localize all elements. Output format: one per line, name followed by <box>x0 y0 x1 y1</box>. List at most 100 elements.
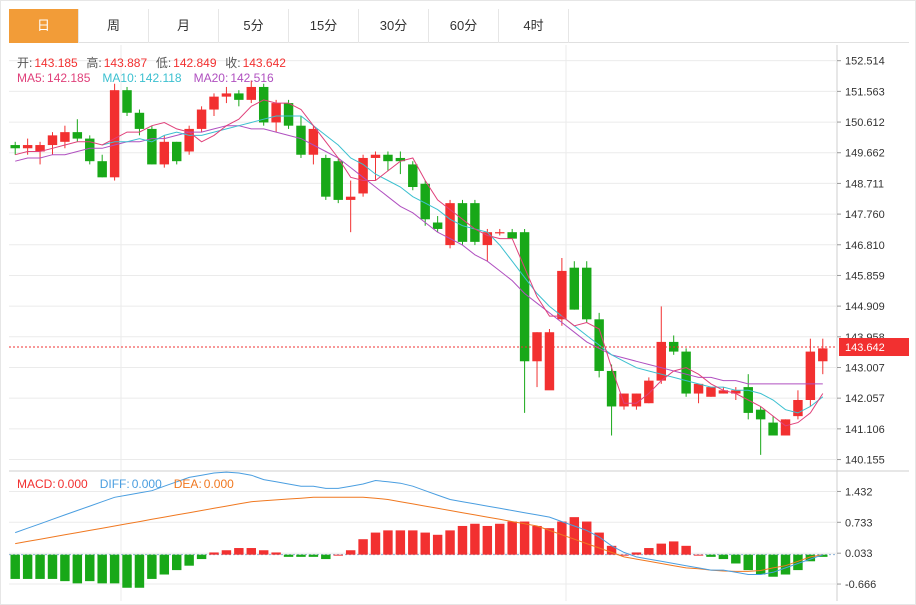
macd-bar-17 <box>221 550 232 555</box>
ytick-label-main-8: 144.909 <box>845 301 885 313</box>
candle-body-57 <box>718 390 729 394</box>
tab-5[interactable]: 30分 <box>359 9 429 43</box>
candle-body-2 <box>35 145 45 152</box>
candle-body-7 <box>97 161 107 178</box>
candle-body-37 <box>470 203 480 242</box>
candle-body-52 <box>656 341 666 381</box>
ma10-value: 142.118 <box>139 71 182 85</box>
candle-body-62 <box>780 419 791 436</box>
candle-body-35 <box>445 203 455 246</box>
candle-body-28 <box>358 157 368 194</box>
candle-body-27 <box>345 196 356 200</box>
macd-bar-64 <box>805 554 816 562</box>
candle-body-44 <box>557 270 567 320</box>
last-price-badge-text: 143.642 <box>845 342 885 354</box>
diff-line <box>15 471 823 575</box>
macd-bar-12 <box>159 554 170 575</box>
candle-body-49 <box>619 393 629 407</box>
macd-bar-37 <box>470 523 480 555</box>
macd-bar-32 <box>408 530 418 555</box>
ma-legend: MA5: 142.185 MA10: 142.118 MA20: 142.516 <box>17 71 276 85</box>
dea-line <box>15 496 823 572</box>
tab-6[interactable]: 60分 <box>429 9 499 43</box>
candle-body-16 <box>209 96 219 110</box>
macd-bar-22 <box>283 554 294 557</box>
macd-bar-61 <box>768 554 778 577</box>
candle-body-48 <box>606 370 617 407</box>
macd-bar-33 <box>420 532 430 555</box>
candle-body-11 <box>147 128 157 165</box>
candle-body-31 <box>395 157 406 162</box>
macd-bar-1 <box>22 554 33 579</box>
candle-body-39 <box>495 232 505 234</box>
tab-1[interactable]: 周 <box>79 9 149 43</box>
candle-body-12 <box>159 141 170 165</box>
macd-bar-54 <box>681 545 691 555</box>
ma5-value: 142.185 <box>47 71 91 85</box>
macd-bar-13 <box>172 554 182 571</box>
candle-body-65 <box>818 348 828 362</box>
macd-bar-25 <box>321 554 331 560</box>
tab-2[interactable]: 月 <box>149 9 219 43</box>
macd-bar-24 <box>308 554 319 557</box>
macd-bar-14 <box>184 554 194 566</box>
macd-bar-42 <box>532 525 542 555</box>
macd-bar-51 <box>644 548 654 555</box>
macd-bar-7 <box>97 554 107 584</box>
ytick-label-main-1: 151.563 <box>845 86 885 98</box>
candle-body-6 <box>85 138 95 162</box>
ytick-label-sub-0: 1.432 <box>845 486 873 498</box>
ytick-label-main-11: 142.057 <box>845 393 885 405</box>
macd-bar-28 <box>358 539 368 555</box>
candle-body-4 <box>60 132 70 142</box>
macd-bar-38 <box>482 525 493 555</box>
candle-body-56 <box>706 387 716 397</box>
ma20-value: 142.516 <box>230 71 274 85</box>
ytick-label-sub-3: -0.666 <box>845 579 876 591</box>
candle-body-23 <box>296 125 306 155</box>
macd-bar-48 <box>606 545 617 555</box>
tab-4[interactable]: 15分 <box>289 9 359 43</box>
macd-bar-43 <box>544 528 555 555</box>
macd-bar-3 <box>47 554 58 579</box>
macd-bar-49 <box>619 554 629 556</box>
candle-body-8 <box>109 90 120 178</box>
macd-legend: MACD: 0.000 DIFF: 0.000 DEA: 0.000 <box>17 477 236 491</box>
macd-bar-52 <box>656 543 666 555</box>
ma5-line <box>15 99 824 427</box>
candle-body-3 <box>47 135 58 146</box>
ytick-label-main-12: 141.106 <box>845 424 885 436</box>
macd-bar-0 <box>10 554 20 579</box>
ytick-label-main-2: 150.612 <box>845 117 885 129</box>
candle-body-22 <box>283 103 294 126</box>
macd-bar-8 <box>109 554 120 584</box>
candle-body-9 <box>122 90 132 113</box>
macd-bar-34 <box>432 534 443 555</box>
high-value: 143.887 <box>103 56 148 70</box>
ytick-label-sub-2: 0.033 <box>845 548 873 560</box>
macd-bar-35 <box>445 530 455 555</box>
ytick-label-main-3: 149.662 <box>845 148 885 160</box>
candle-body-32 <box>408 164 418 187</box>
candle-body-15 <box>196 109 207 129</box>
macd-bar-56 <box>706 554 716 557</box>
diff-value: 0.000 <box>131 477 162 491</box>
candle-body-60 <box>755 409 766 420</box>
macd-bar-59 <box>743 554 753 571</box>
macd-bar-45 <box>569 517 580 555</box>
macd-bar-15 <box>196 554 207 560</box>
candle-body-0 <box>10 145 20 149</box>
tab-3[interactable]: 5分 <box>219 9 289 43</box>
macd-bar-10 <box>134 554 145 588</box>
macd-bar-18 <box>234 548 244 555</box>
tab-0[interactable]: 日 <box>9 9 79 43</box>
candle-body-20 <box>258 86 269 123</box>
ma10-line <box>102 115 824 414</box>
macd-bar-50 <box>631 552 642 555</box>
tab-7[interactable]: 4时 <box>499 9 569 43</box>
candle-body-46 <box>582 267 592 320</box>
macd-bar-19 <box>246 548 256 555</box>
candle-body-58 <box>731 390 741 394</box>
